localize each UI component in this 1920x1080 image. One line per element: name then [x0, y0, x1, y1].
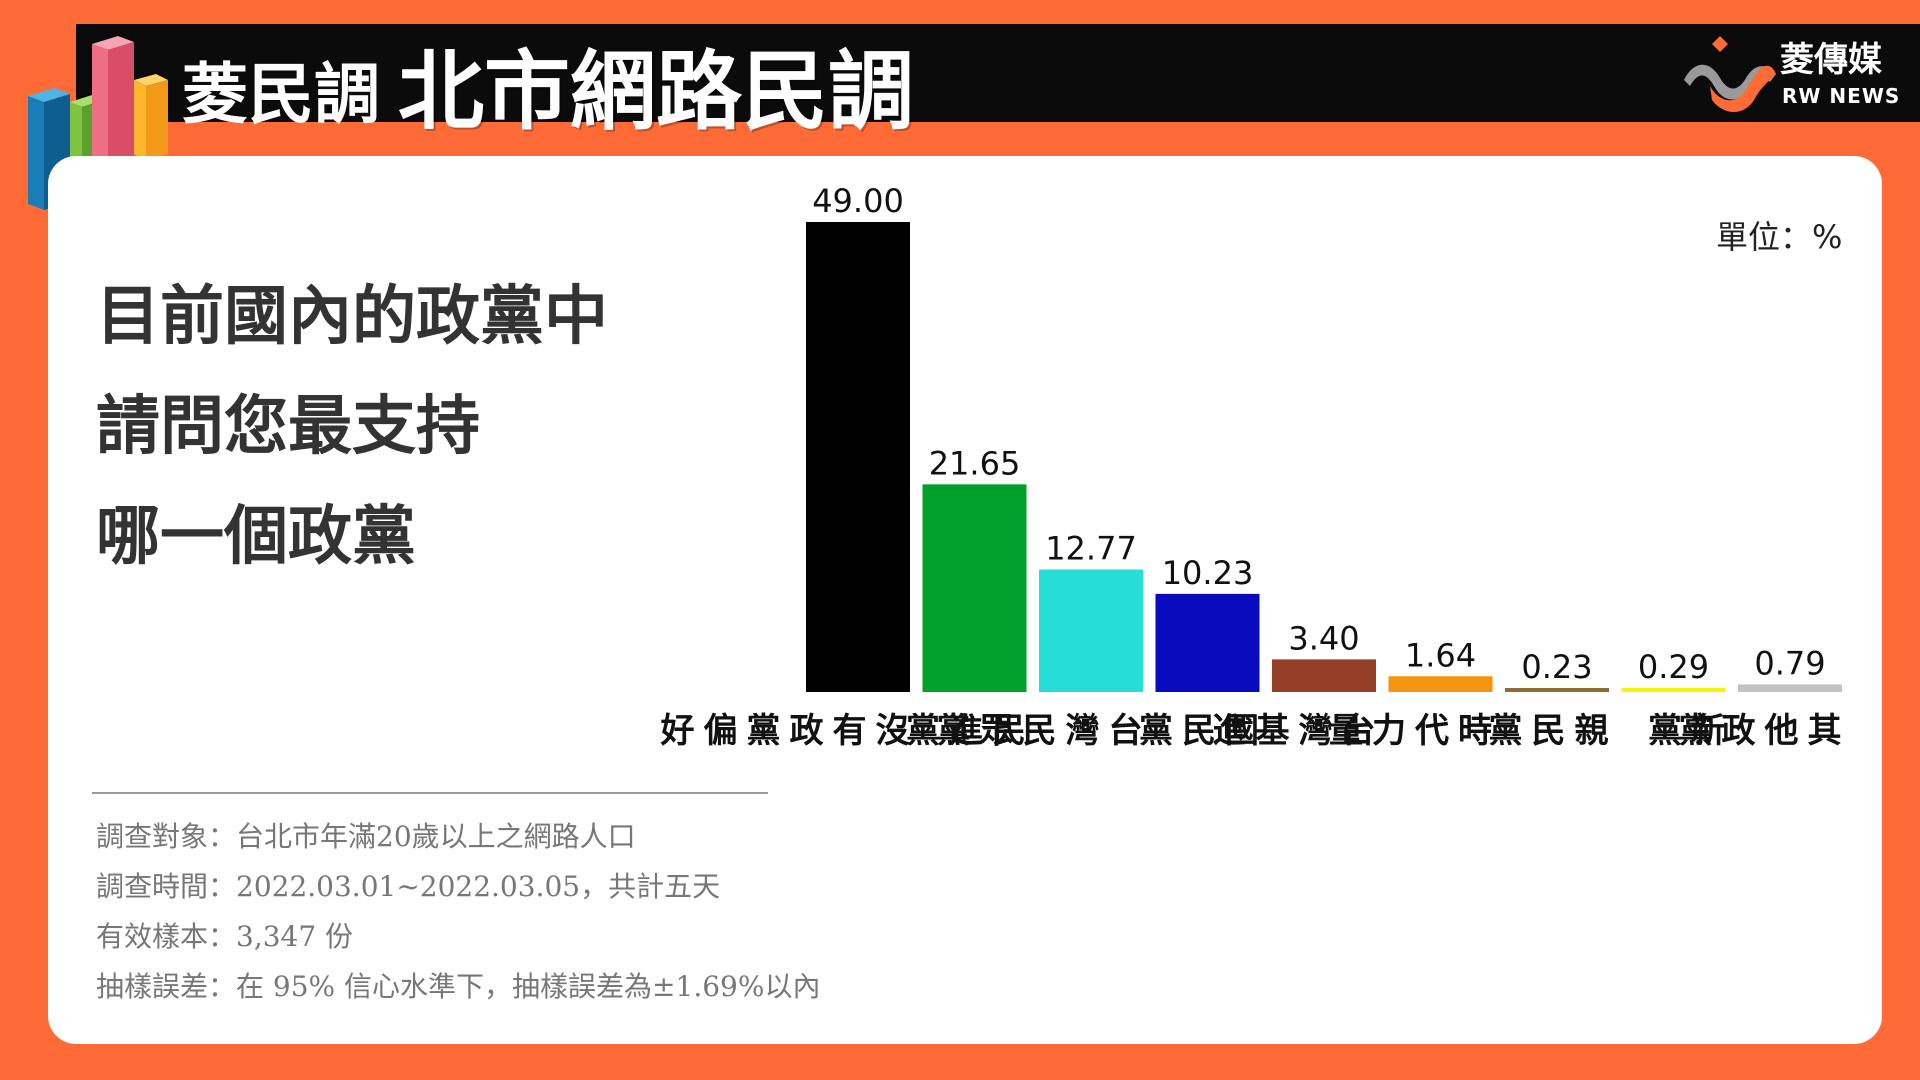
bar-value-label: 0.23: [1521, 648, 1592, 686]
question-line: 請問您最支持: [96, 389, 480, 464]
bar-value-label: 0.29: [1638, 648, 1709, 686]
category-label: 其他政黨: [1672, 712, 1841, 746]
brand-english-name: RW NEWS: [1782, 84, 1901, 108]
question-line: 目前國內的政黨中: [96, 279, 608, 354]
survey-error: 抽樣誤差：在 95% 信心水準下，抽樣誤差為±1.69%以內: [96, 970, 821, 1003]
category-label: 新黨: [1641, 712, 1725, 746]
category-label: 台灣民眾黨: [930, 712, 1142, 746]
survey-question: 目前國內的政黨中 請問您最支持 哪一個政黨: [96, 262, 608, 592]
survey-info: 調查對象：台北市年滿20歲以上之網路人口 調查時間：2022.03.01~202…: [96, 812, 820, 1012]
category-label: 民進黨: [899, 712, 1026, 746]
survey-sample: 有效樣本：3,347 份: [96, 920, 354, 953]
bar: [1272, 659, 1376, 692]
bar: [1155, 593, 1260, 692]
brand-name: 菱傳媒: [1780, 40, 1882, 80]
page-title: 北市網路民調: [398, 42, 914, 142]
bar: [1505, 688, 1609, 692]
bar-value-label: 21.65: [929, 444, 1021, 482]
bar: [1039, 569, 1143, 692]
bar: [1621, 688, 1726, 692]
bar-value-label: 3.40: [1288, 619, 1359, 657]
bar: [1388, 676, 1493, 692]
category-label: 國民黨: [1132, 712, 1259, 746]
survey-subject: 調查對象：台北市年滿20歲以上之網路人口: [96, 820, 636, 853]
survey-period: 調查時間：2022.03.01~2022.03.05，共計五天: [96, 870, 721, 903]
category-label: 台灣基進: [1206, 712, 1375, 746]
bar: [922, 484, 1027, 692]
header-bar: [76, 24, 1920, 122]
bar-value-label: 0.79: [1754, 644, 1825, 682]
unit-label: 單位：%: [1716, 218, 1843, 256]
category-label: 沒有政黨偏好: [654, 712, 909, 746]
question-line: 哪一個政黨: [96, 499, 416, 574]
header-subtitle: 菱民調: [182, 56, 380, 133]
category-label: 時代力量: [1322, 712, 1492, 746]
bar-value-label: 1.64: [1405, 636, 1476, 674]
brand-logo: 菱傳媒 RW NEWS: [1680, 30, 1910, 116]
divider: [92, 792, 768, 794]
category-label: 親民黨: [1482, 712, 1608, 746]
bar: [806, 222, 910, 692]
bar: [1738, 684, 1842, 692]
bar-value-label: 49.00: [812, 182, 904, 220]
bar-value-label: 12.77: [1045, 530, 1137, 568]
rw-logo-icon: [1684, 36, 1776, 112]
bar-value-label: 10.23: [1162, 554, 1254, 592]
